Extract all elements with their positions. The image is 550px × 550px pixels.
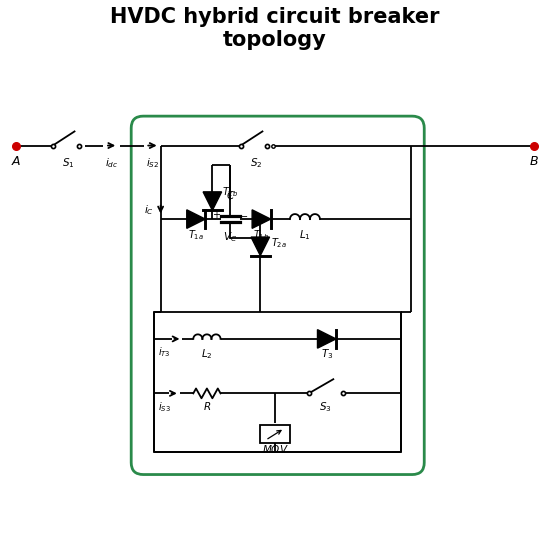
Text: C: C [227,191,234,201]
Text: $i_{dc}$: $i_{dc}$ [105,156,118,170]
Text: $T_{1b}$: $T_{1b}$ [253,228,270,242]
Text: $i_{T3}$: $i_{T3}$ [158,345,170,360]
Text: B: B [530,156,538,168]
Polygon shape [252,210,271,228]
Text: $MOV$: $MOV$ [262,443,288,455]
Text: $T_{2b}$: $T_{2b}$ [222,185,238,199]
Text: $i_{S3}$: $i_{S3}$ [158,400,171,414]
Text: $T_{2a}$: $T_{2a}$ [271,236,287,250]
Text: $T_3$: $T_3$ [321,346,333,360]
Text: $i_{S2}$: $i_{S2}$ [146,156,159,170]
Polygon shape [203,192,222,210]
Text: $S_3$: $S_3$ [319,400,332,414]
Text: $S_1$: $S_1$ [62,156,74,170]
Text: +: + [212,210,220,220]
Polygon shape [187,210,205,228]
Text: HVDC hybrid circuit breaker
topology: HVDC hybrid circuit breaker topology [110,7,440,50]
Text: $L_2$: $L_2$ [201,346,213,360]
Text: $i_C$: $i_C$ [144,203,153,217]
Text: $T_{1a}$: $T_{1a}$ [188,228,204,242]
Text: $S_2$: $S_2$ [250,156,262,170]
Text: R: R [204,402,211,412]
Text: $-$: $-$ [239,210,248,220]
Text: $V_C$: $V_C$ [223,230,238,244]
Text: A: A [12,156,20,168]
Polygon shape [251,237,270,256]
Text: $L_1$: $L_1$ [299,228,311,242]
Polygon shape [317,329,336,348]
